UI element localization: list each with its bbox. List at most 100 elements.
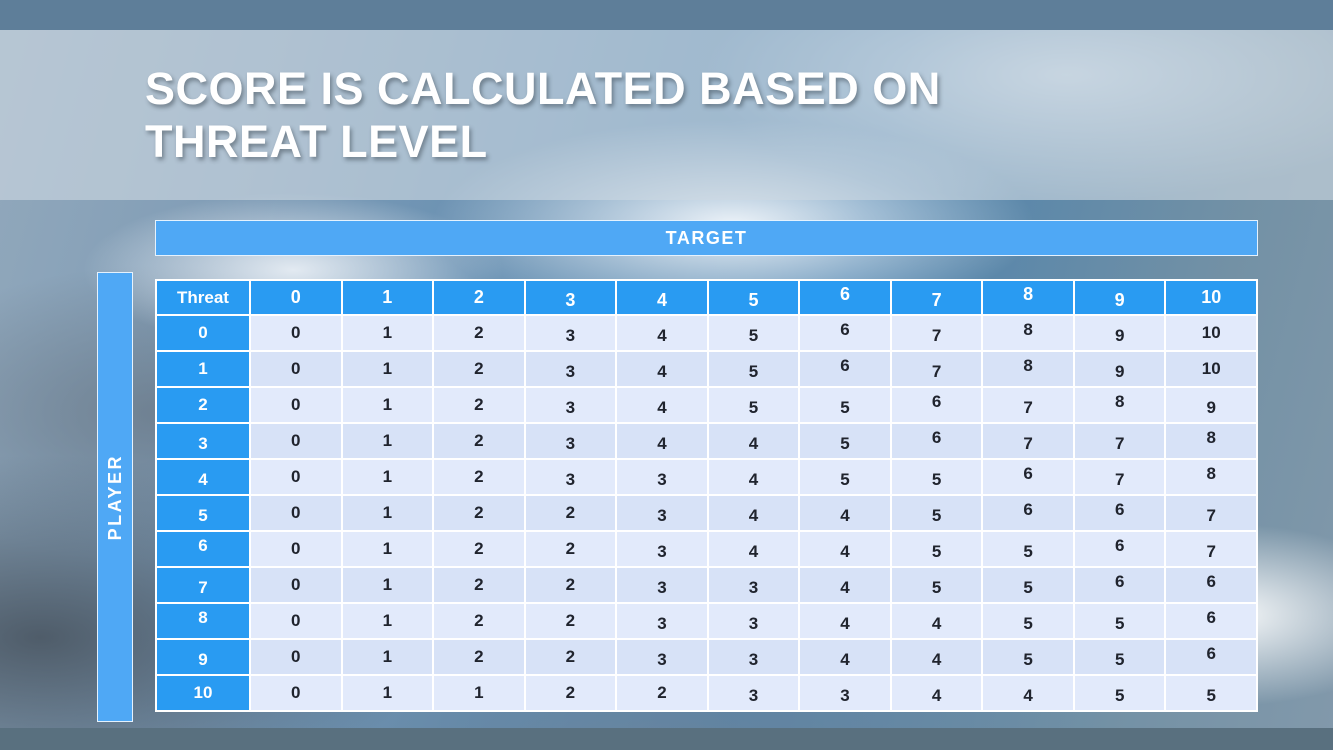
score-cell-r6-c0: 0 (251, 532, 341, 566)
player-label: PLAYER (104, 453, 125, 541)
score-cell-r1-c8: 8 (983, 352, 1073, 386)
score-cell-r5-c2: 2 (434, 496, 524, 530)
score-cell-r5-c6: 4 (800, 496, 890, 530)
player-header-bar: PLAYER (97, 272, 133, 722)
score-cell-r4-c9: 7 (1074, 460, 1165, 494)
score-cell-r2-c5: 5 (708, 388, 799, 422)
score-cell-r2-c2: 2 (434, 388, 524, 422)
score-cell-r5-c0: 0 (251, 496, 341, 530)
column-header-2: 2 (434, 281, 524, 314)
score-cell-r3-c5: 4 (708, 424, 799, 458)
column-header-1: 1 (342, 281, 433, 314)
score-cell-r10-c5: 3 (708, 676, 799, 710)
row-header-8: 8 (157, 604, 249, 638)
score-cell-r0-c2: 2 (434, 316, 524, 350)
score-cell-r2-c7: 6 (891, 388, 982, 422)
score-cell-r9-c3: 2 (525, 640, 616, 674)
score-cell-r10-c10: 5 (1166, 676, 1256, 710)
column-header-7: 7 (891, 281, 982, 314)
top-strip (0, 0, 1333, 30)
score-cell-r9-c8: 5 (983, 640, 1073, 674)
score-cell-r0-c6: 6 (800, 316, 890, 350)
score-cell-r3-c9: 7 (1074, 424, 1165, 458)
score-cell-r8-c7: 4 (891, 604, 982, 638)
score-cell-r2-c10: 9 (1166, 388, 1256, 422)
score-cell-r0-c3: 3 (525, 316, 616, 350)
slide-title-line-2: THREAT LEVEL (145, 116, 488, 167)
score-cell-r1-c1: 1 (342, 352, 433, 386)
score-cell-r6-c1: 1 (342, 532, 433, 566)
score-cell-r6-c3: 2 (525, 532, 616, 566)
score-cell-r8-c1: 1 (342, 604, 433, 638)
score-cell-r3-c6: 5 (800, 424, 890, 458)
score-cell-r5-c8: 6 (983, 496, 1073, 530)
column-header-9: 9 (1074, 281, 1165, 314)
score-cell-r10-c0: 0 (251, 676, 341, 710)
score-cell-r10-c2: 1 (434, 676, 524, 710)
row-header-1: 1 (157, 352, 249, 386)
score-cell-r7-c1: 1 (342, 568, 433, 602)
score-cell-r5-c4: 3 (617, 496, 707, 530)
row-header-6: 6 (157, 532, 249, 566)
score-cell-r3-c8: 7 (983, 424, 1073, 458)
row-header-4: 4 (157, 460, 249, 494)
row-header-9: 9 (157, 640, 249, 674)
score-cell-r8-c5: 3 (708, 604, 799, 638)
score-cell-r10-c8: 4 (983, 676, 1073, 710)
column-header-4: 4 (617, 281, 707, 314)
score-cell-r10-c1: 1 (342, 676, 433, 710)
row-header-10: 10 (157, 676, 249, 710)
score-cell-r10-c9: 5 (1074, 676, 1165, 710)
score-cell-r2-c3: 3 (525, 388, 616, 422)
score-cell-r3-c2: 2 (434, 424, 524, 458)
score-cell-r4-c10: 8 (1166, 460, 1256, 494)
score-cell-r7-c3: 2 (525, 568, 616, 602)
score-cell-r8-c0: 0 (251, 604, 341, 638)
score-cell-r2-c4: 4 (617, 388, 707, 422)
column-header-5: 5 (708, 281, 799, 314)
slide-title-line-1: SCORE IS CALCULATED BASED ON (145, 62, 941, 114)
score-cell-r10-c7: 4 (891, 676, 982, 710)
score-cell-r10-c3: 2 (525, 676, 616, 710)
score-cell-r1-c6: 6 (800, 352, 890, 386)
bottom-strip (0, 728, 1333, 750)
score-cell-r8-c10: 6 (1166, 604, 1256, 638)
score-cell-r4-c6: 5 (800, 460, 890, 494)
score-cell-r6-c2: 2 (434, 532, 524, 566)
score-cell-r4-c3: 3 (525, 460, 616, 494)
score-cell-r6-c7: 5 (891, 532, 982, 566)
score-cell-r10-c6: 3 (800, 676, 890, 710)
score-cell-r5-c3: 2 (525, 496, 616, 530)
score-cell-r1-c4: 4 (617, 352, 707, 386)
score-cell-r1-c10: 10 (1166, 352, 1256, 386)
score-cell-r3-c7: 6 (891, 424, 982, 458)
score-cell-r2-c8: 7 (983, 388, 1073, 422)
score-cell-r5-c5: 4 (708, 496, 799, 530)
score-cell-r3-c10: 8 (1166, 424, 1256, 458)
title-band: SCORE IS CALCULATED BASED ON THREAT LEVE… (0, 30, 1333, 200)
score-cell-r7-c5: 3 (708, 568, 799, 602)
score-cell-r7-c2: 2 (434, 568, 524, 602)
score-cell-r7-c6: 4 (800, 568, 890, 602)
score-cell-r5-c9: 6 (1074, 496, 1165, 530)
score-cell-r0-c8: 8 (983, 316, 1073, 350)
score-cell-r8-c4: 3 (617, 604, 707, 638)
score-cell-r7-c7: 5 (891, 568, 982, 602)
score-cell-r0-c5: 5 (708, 316, 799, 350)
score-cell-r4-c4: 3 (617, 460, 707, 494)
column-header-3: 3 (525, 281, 616, 314)
score-cell-r7-c4: 3 (617, 568, 707, 602)
score-cell-r5-c1: 1 (342, 496, 433, 530)
score-cell-r4-c5: 4 (708, 460, 799, 494)
target-label: TARGET (665, 227, 748, 248)
score-cell-r4-c0: 0 (251, 460, 341, 494)
score-cell-r0-c0: 0 (251, 316, 341, 350)
score-cell-r6-c9: 6 (1074, 532, 1165, 566)
score-cell-r3-c0: 0 (251, 424, 341, 458)
score-cell-r6-c6: 4 (800, 532, 890, 566)
row-header-7: 7 (157, 568, 249, 602)
column-header-8: 8 (983, 281, 1073, 314)
table-corner-header: Threat (157, 281, 249, 314)
score-cell-r8-c6: 4 (800, 604, 890, 638)
